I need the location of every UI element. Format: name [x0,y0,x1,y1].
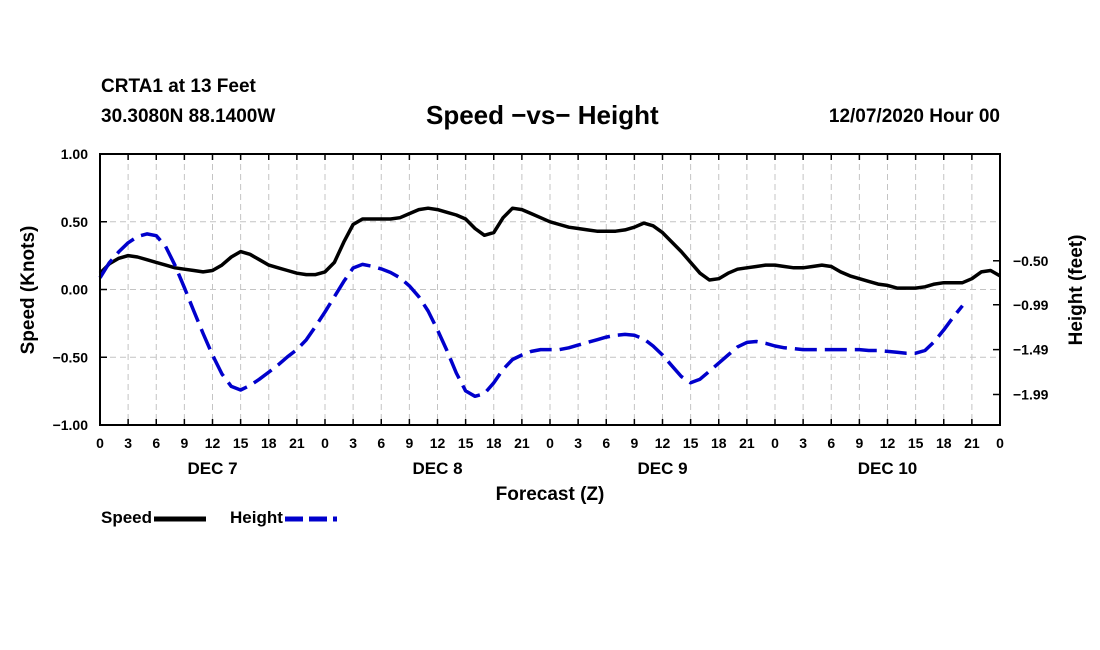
x-tick-label: 3 [349,435,357,451]
right-tick-label: −0.50 [1013,253,1049,269]
legend-height-label: Height [230,508,283,527]
legend-height-swatch [284,516,337,522]
x-tick-label: 9 [855,435,863,451]
left-axis-title: Speed (Knots) [18,226,39,355]
x-tick-label: 0 [771,435,779,451]
x-axis-title: Forecast (Z) [496,484,605,505]
left-tick-label: −0.50 [53,349,89,365]
legend-speed-label: Speed [101,508,153,527]
x-tick-label: 21 [289,435,305,451]
chart-title: Speed −vs− Height [426,100,659,130]
left-tick-label: 0.50 [61,214,88,230]
x-tick-label: 3 [124,435,132,451]
right-axis-title: Height (feet) [1066,235,1087,346]
x-tick-label: 6 [827,435,835,451]
x-tick-label: 0 [321,435,329,451]
x-tick-label: 3 [574,435,582,451]
left-tick-label: 0.00 [61,282,88,298]
x-tick-label: 15 [908,435,924,451]
x-tick-label: 3 [799,435,807,451]
x-tick-label: 9 [630,435,638,451]
x-tick-label: 12 [205,435,221,451]
left-tick-label: −1.00 [53,417,89,433]
ticks-layer [99,153,1001,426]
x-tick-label: 18 [486,435,502,451]
day-label: DEC 7 [187,459,237,478]
x-tick-label: 18 [711,435,727,451]
x-tick-label: 6 [152,435,160,451]
x-tick-label: 0 [96,435,104,451]
right-tick-label: −0.99 [1013,297,1049,313]
x-tick-label: 15 [458,435,474,451]
x-tick-label: 21 [514,435,530,451]
series-line-speed [98,206,1001,290]
right-tick-label: −1.49 [1013,342,1049,358]
left-tick-label: 1.00 [61,146,88,162]
x-tick-label: 21 [739,435,755,451]
x-tick-label: 12 [880,435,896,451]
station-name: CRTA1 at 13 Feet [101,76,256,97]
x-tick-label: 0 [996,435,1004,451]
day-label: DEC 9 [637,459,687,478]
x-tick-label: 12 [655,435,671,451]
grid-layer [100,154,1000,425]
day-label: DEC 8 [412,459,462,478]
legend-speed: Speed [101,508,208,528]
x-tick-label: 9 [405,435,413,451]
x-tick-label: 9 [180,435,188,451]
x-tick-label: 18 [936,435,952,451]
x-tick-label: 15 [683,435,699,451]
legend-height: Height [230,508,339,528]
x-tick-label: 15 [233,435,249,451]
series-line-height [98,232,964,399]
x-tick-label: 6 [377,435,385,451]
right-tick-label: −1.99 [1013,386,1049,402]
day-label: DEC 10 [858,459,918,478]
issue-time: 12/07/2020 Hour 00 [828,106,1000,127]
x-tick-label: 18 [261,435,277,451]
x-tick-label: 12 [430,435,446,451]
x-tick-label: 6 [602,435,610,451]
labels-layer: 0 3 6 9 12 15 18 21 0 3 6 9 12 15 18 21 0 3 6 9 12 15 18 21 0 3 6 9… [18,146,1087,505]
x-tick-label: 21 [964,435,980,451]
legend-speed-swatch [154,516,207,522]
station-coordinates: 30.3080N 88.1400W [101,106,276,127]
x-tick-label: 0 [546,435,554,451]
series-layer [98,206,1001,399]
